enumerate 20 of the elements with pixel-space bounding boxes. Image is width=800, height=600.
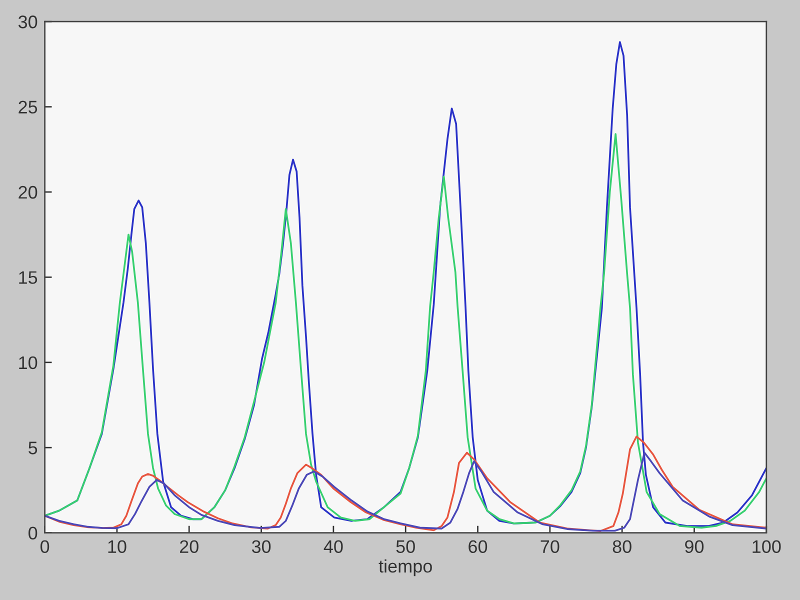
y-tick-label: 5 — [28, 442, 38, 454]
x-tick-label: 90 — [685, 540, 704, 554]
x-tick-label: 40 — [324, 540, 343, 554]
x-axis-title: tiempo — [378, 559, 432, 576]
x-tick-label: 30 — [252, 540, 271, 554]
line-series — [44, 133, 766, 529]
x-tick-label: 10 — [108, 540, 126, 554]
y-tick-label: 20 — [18, 186, 38, 199]
y-tick-label: 30 — [18, 16, 38, 28]
x-tick-label: 100 — [752, 540, 781, 554]
y-tick-label: 0 — [28, 526, 38, 540]
x-tick-label: 20 — [180, 540, 198, 554]
x-tick-label: 50 — [396, 540, 415, 554]
x-tick-label: 0 — [40, 540, 50, 554]
x-tick-label: 60 — [468, 540, 488, 554]
y-tick-label: 25 — [18, 100, 38, 114]
y-tick-label: 10 — [19, 356, 38, 370]
x-tick-label: 70 — [540, 540, 560, 554]
x-tick-label: 80 — [612, 540, 632, 554]
y-tick-label: 15 — [19, 271, 38, 284]
